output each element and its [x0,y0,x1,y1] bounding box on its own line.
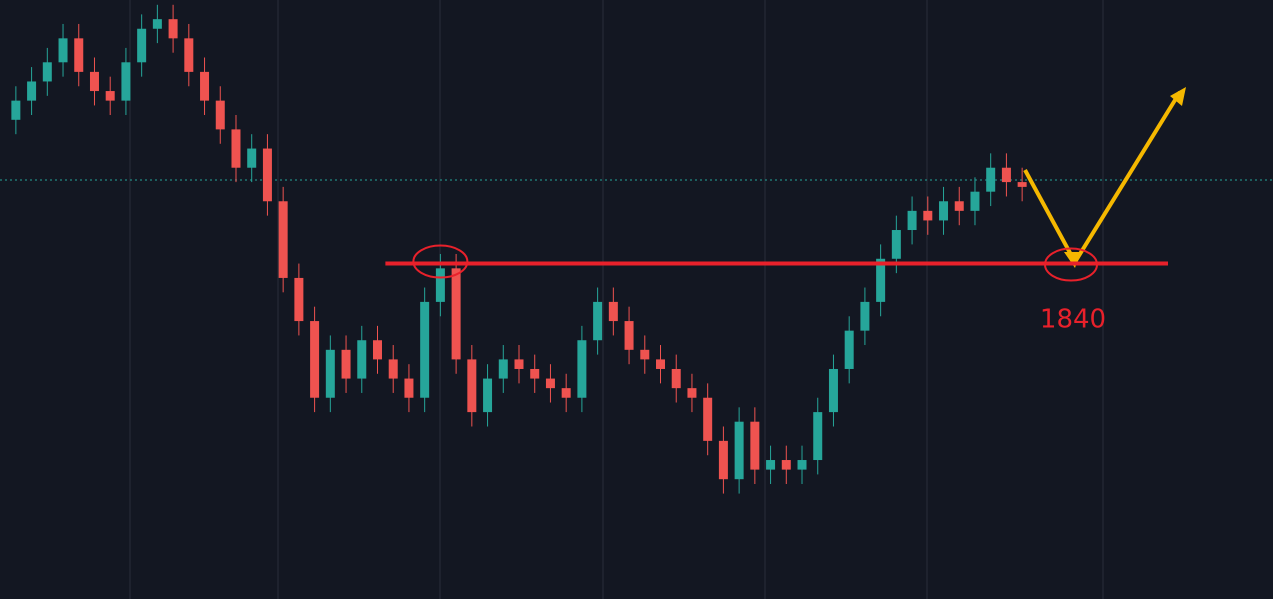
candle-body [231,129,241,168]
candle-body [357,340,367,379]
candle-body [27,81,37,101]
candle-body [42,62,52,82]
candle-body [734,421,744,480]
candle-body [184,38,194,72]
candle-body [545,378,555,389]
candle-body [561,388,571,398]
candle-body [310,321,320,398]
candle-body [954,201,964,211]
candle-body [781,460,791,470]
candle-body [687,388,697,398]
candle-body [420,301,430,398]
candle-body [294,277,304,322]
candle-body [718,440,728,480]
candle-body [105,91,115,101]
candle-body [278,201,288,278]
candle-body [530,368,540,379]
candle-body [593,301,603,341]
candle-body [404,378,414,398]
candle-body [640,349,650,360]
arrow-head [1170,87,1186,106]
candle-body [624,321,634,350]
candle-body [483,378,493,413]
support-label: 1840 [1040,305,1106,335]
candle-body [970,191,980,211]
candle-body [766,460,776,470]
candle-body [907,210,917,231]
candle-body [200,71,210,101]
candle-body [750,421,760,470]
candle-body [247,148,257,168]
candle-body [498,359,508,379]
highlight-circle [1044,247,1098,282]
candle-body [986,167,996,192]
candle-body [1017,182,1027,187]
highlight-circle [412,244,469,279]
candle-body [577,340,587,398]
candle-body [467,359,477,413]
candle-body [860,301,870,331]
candle-body [74,38,84,72]
candle-body [121,62,131,101]
candle-body [262,148,272,202]
candle-body [388,359,398,379]
candle-body [844,330,854,369]
candle-body [514,359,524,369]
candle-body [608,301,618,322]
candle-body [372,340,382,360]
candle-body [1001,167,1011,183]
candle-body [671,368,681,389]
candle-body [876,258,886,302]
candle-body [89,71,99,92]
candle-body [341,349,351,379]
candle-body [703,397,713,441]
candle-body [797,460,807,470]
candle-body [656,359,666,369]
candle-body [215,100,225,130]
candle-body [828,368,838,413]
candles [11,4,1027,494]
candle-body [891,230,901,259]
candle-body [152,19,162,29]
candle-body [451,268,461,360]
candle-body [325,349,335,398]
candle-body [923,210,933,221]
candle-body [813,412,823,461]
candle-body [168,19,178,39]
candle-body [137,28,147,63]
candle-body [939,201,949,221]
candle-body [11,100,21,120]
candle-body [58,38,68,63]
candle-body [435,268,445,302]
